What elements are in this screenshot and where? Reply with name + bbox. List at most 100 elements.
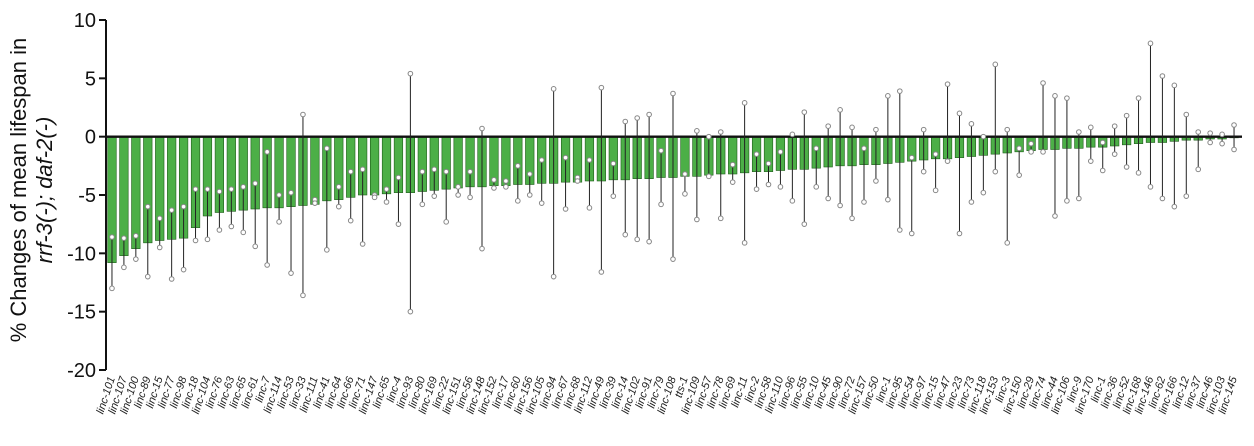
error-marker-high <box>801 109 808 115</box>
bar <box>453 136 463 189</box>
error-marker-low <box>276 219 282 225</box>
error-marker-high <box>706 133 712 140</box>
error-marker-high <box>849 124 855 131</box>
error-marker-low <box>335 203 342 210</box>
error-marker-low <box>908 230 915 237</box>
error-marker-low <box>383 199 390 205</box>
error-marker-low <box>813 184 820 190</box>
error-marker-low <box>491 185 497 191</box>
error-marker-high <box>777 149 784 155</box>
error-marker-high <box>419 168 426 175</box>
error-marker-high <box>479 125 485 132</box>
error-marker-low <box>634 236 640 243</box>
error-marker-low <box>1064 198 1070 204</box>
error-marker-high <box>156 215 163 222</box>
error-marker-high <box>837 107 843 113</box>
error-marker-high <box>1195 129 1202 135</box>
error-marker-low <box>1195 166 1202 173</box>
error-marker-high <box>897 88 903 94</box>
error-marker-low <box>133 256 139 262</box>
error-marker-low <box>443 219 450 225</box>
error-marker-low <box>825 195 831 202</box>
bar <box>680 136 690 177</box>
error-marker-low <box>562 206 569 212</box>
error-marker-low <box>1076 195 1082 202</box>
error-marker-low <box>694 216 700 223</box>
error-marker-low <box>144 273 151 280</box>
error-marker-high <box>1087 124 1094 131</box>
error-marker-high <box>264 149 270 155</box>
error-marker-low <box>622 231 629 238</box>
error-marker-low <box>1111 151 1118 157</box>
error-marker-high <box>168 207 175 213</box>
error-marker-low <box>455 192 461 198</box>
error-marker-high <box>467 168 473 175</box>
error-marker-high <box>920 126 927 133</box>
error-marker-high <box>1135 95 1142 101</box>
error-marker-high <box>968 121 975 127</box>
y-tick-label: 5 <box>85 68 96 90</box>
error-marker-high <box>1028 140 1034 147</box>
error-marker-low <box>658 201 664 208</box>
error-marker-low <box>1123 164 1130 170</box>
error-marker-high <box>133 233 139 239</box>
error-marker-low <box>503 184 509 190</box>
error-marker-low <box>216 227 223 233</box>
error-marker-low <box>467 194 473 201</box>
error-marker-high <box>1219 131 1225 138</box>
error-marker-low <box>109 285 115 292</box>
error-marker-low <box>431 193 438 199</box>
error-marker-low <box>1135 170 1142 176</box>
error-marker-low <box>515 198 521 204</box>
error-marker-low <box>873 178 879 184</box>
error-marker-high <box>335 184 342 190</box>
error-marker-low <box>944 158 951 164</box>
error-marker-high <box>1231 122 1237 128</box>
error-marker-low <box>371 194 378 201</box>
error-marker-high <box>240 184 247 190</box>
error-marker-high <box>1159 73 1166 79</box>
error-marker-high <box>347 168 354 175</box>
error-marker-low <box>1219 140 1225 147</box>
error-marker-high <box>1207 130 1213 136</box>
error-marker-low <box>1087 158 1094 164</box>
error-marker-low <box>538 200 545 206</box>
error-marker-low <box>992 168 999 175</box>
error-marker-high <box>729 161 736 168</box>
error-marker-low <box>1099 167 1106 174</box>
error-marker-high <box>885 93 891 99</box>
error-marker-high <box>491 177 497 183</box>
error-marker-low <box>574 178 581 184</box>
error-marker-high <box>682 171 688 177</box>
error-marker-low <box>180 266 187 273</box>
error-marker-high <box>383 186 390 192</box>
error-marker-low <box>1052 213 1058 219</box>
error-marker-high <box>515 163 521 169</box>
error-marker-low <box>359 241 366 247</box>
error-marker-low <box>837 202 843 209</box>
error-marker-high <box>932 151 939 157</box>
error-marker-high <box>694 128 700 134</box>
error-marker-high <box>598 84 605 91</box>
error-marker-low <box>801 221 808 227</box>
error-marker-high <box>562 154 569 161</box>
error-marker-low <box>395 221 402 227</box>
error-marker-high <box>1171 82 1178 89</box>
error-marker-high <box>526 171 533 177</box>
error-marker-high <box>1183 111 1190 118</box>
error-marker-low <box>300 292 306 299</box>
y-tick-label: -10 <box>67 243 96 265</box>
error-marker-high <box>1064 95 1070 101</box>
error-marker-high <box>144 203 151 210</box>
error-marker-high <box>1099 139 1106 146</box>
error-marker-low <box>741 240 748 246</box>
error-marker-high <box>825 123 831 129</box>
error-marker-low <box>729 179 736 185</box>
bar <box>310 136 320 205</box>
error-marker-low <box>646 238 652 245</box>
error-marker-low <box>1040 149 1046 155</box>
error-marker-high <box>670 90 676 97</box>
error-marker-low <box>252 243 259 250</box>
error-marker-low <box>586 205 593 211</box>
error-marker-low <box>1231 146 1237 153</box>
